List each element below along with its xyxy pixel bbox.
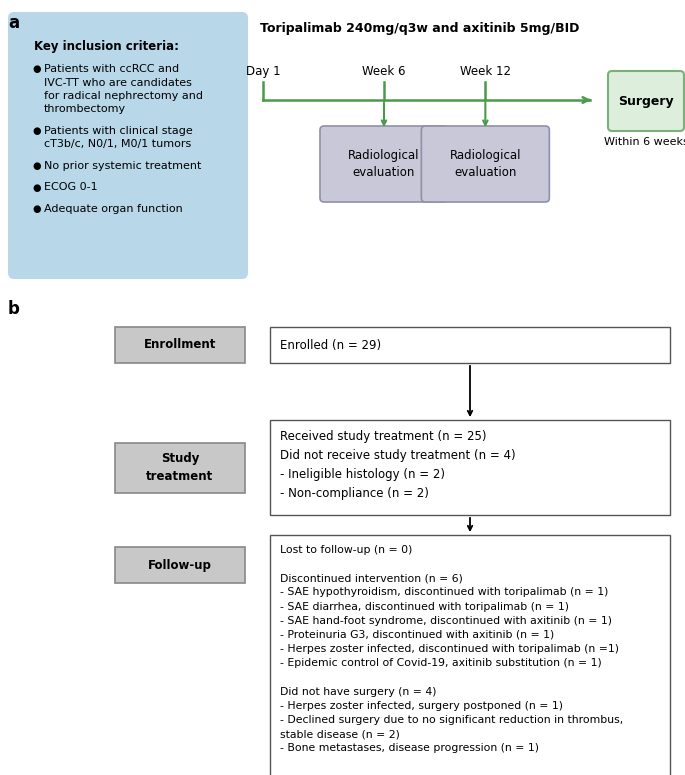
Text: ●: ● [32, 204, 40, 214]
Text: Week 6: Week 6 [362, 65, 406, 78]
Text: Within 6 weeks: Within 6 weeks [603, 137, 685, 147]
Text: Patients with ccRCC and: Patients with ccRCC and [44, 64, 179, 74]
Text: IVC-TT who are candidates: IVC-TT who are candidates [44, 78, 192, 88]
Text: Patients with clinical stage: Patients with clinical stage [44, 126, 192, 136]
Bar [115, 547, 245, 583]
Text: ECOG 0-1: ECOG 0-1 [44, 182, 98, 192]
FancyBboxPatch shape [608, 71, 684, 131]
Bar [115, 327, 245, 363]
Text: Received study treatment (n = 25)
Did not receive study treatment (n = 4)
- Inel: Received study treatment (n = 25) Did no… [280, 430, 516, 500]
Text: Key inclusion criteria:: Key inclusion criteria: [34, 40, 179, 53]
FancyBboxPatch shape [421, 126, 549, 202]
Text: ●: ● [32, 182, 40, 192]
Text: Radiological
evaluation: Radiological evaluation [449, 149, 521, 180]
Text: Enrollment: Enrollment [144, 339, 216, 352]
Text: ●: ● [32, 161, 40, 171]
Text: thrombectomy: thrombectomy [44, 105, 126, 115]
Text: Study
treatment: Study treatment [147, 452, 214, 483]
Bar [115, 443, 245, 492]
FancyBboxPatch shape [8, 12, 248, 279]
Text: Enrolled (n = 29): Enrolled (n = 29) [280, 339, 381, 352]
Bar [270, 535, 670, 775]
Text: Surgery: Surgery [618, 95, 674, 108]
Text: Lost to follow-up (n = 0)

Discontinued intervention (n = 6)
- SAE hypothyroidis: Lost to follow-up (n = 0) Discontinued i… [280, 545, 623, 753]
FancyBboxPatch shape [320, 126, 448, 202]
Text: cT3b/c, N0/1, M0/1 tumors: cT3b/c, N0/1, M0/1 tumors [44, 140, 191, 150]
Text: ●: ● [32, 64, 40, 74]
Text: Follow-up: Follow-up [148, 559, 212, 571]
Text: Day 1: Day 1 [246, 65, 280, 78]
Bar [270, 420, 670, 515]
Text: Toripalimab 240mg/q3w and axitinib 5mg/BID: Toripalimab 240mg/q3w and axitinib 5mg/B… [260, 22, 580, 35]
Text: a: a [8, 14, 19, 32]
Text: for radical nephrectomy and: for radical nephrectomy and [44, 91, 203, 101]
Bar [270, 327, 670, 363]
Text: No prior systemic treatment: No prior systemic treatment [44, 161, 201, 171]
Text: Radiological
evaluation: Radiological evaluation [348, 149, 420, 180]
Text: Adequate organ function: Adequate organ function [44, 204, 183, 214]
Text: b: b [8, 300, 20, 318]
Text: Week 12: Week 12 [460, 65, 511, 78]
Text: ●: ● [32, 126, 40, 136]
